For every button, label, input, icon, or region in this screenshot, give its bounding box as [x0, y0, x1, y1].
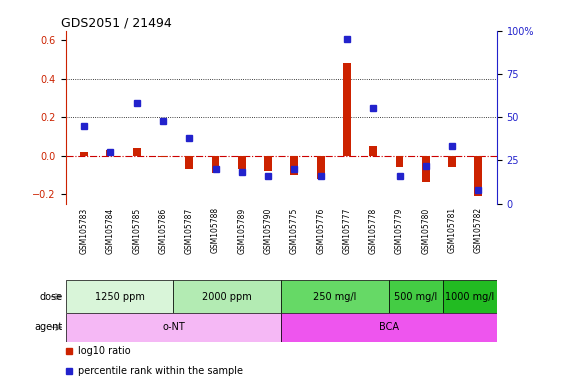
- Text: GSM105776: GSM105776: [316, 207, 325, 254]
- Bar: [106, 150, 114, 156]
- Bar: [291, 156, 298, 175]
- Bar: [80, 152, 88, 156]
- Bar: [448, 156, 456, 167]
- Text: 1250 ppm: 1250 ppm: [95, 291, 144, 302]
- Text: GSM105782: GSM105782: [474, 207, 483, 253]
- Text: GSM105783: GSM105783: [79, 207, 89, 253]
- Text: GSM105779: GSM105779: [395, 207, 404, 254]
- Text: agent: agent: [35, 322, 63, 333]
- Text: log10 ratio: log10 ratio: [78, 346, 131, 356]
- Bar: [369, 146, 377, 156]
- Bar: [475, 156, 482, 196]
- Bar: [264, 156, 272, 171]
- Text: GSM105785: GSM105785: [132, 207, 141, 253]
- Text: dose: dose: [40, 291, 63, 302]
- Bar: [343, 63, 351, 156]
- Bar: [159, 156, 167, 157]
- Bar: [66, 313, 281, 342]
- Bar: [212, 156, 219, 173]
- Bar: [66, 280, 174, 313]
- Bar: [281, 280, 389, 313]
- Text: GSM105790: GSM105790: [264, 207, 272, 254]
- Text: percentile rank within the sample: percentile rank within the sample: [78, 366, 243, 376]
- Text: GSM105788: GSM105788: [211, 207, 220, 253]
- Text: GSM105780: GSM105780: [421, 207, 431, 253]
- Bar: [443, 280, 497, 313]
- Bar: [174, 280, 281, 313]
- Text: 250 mg/l: 250 mg/l: [313, 291, 357, 302]
- Text: GSM105781: GSM105781: [448, 207, 457, 253]
- Bar: [238, 156, 246, 169]
- Bar: [281, 313, 497, 342]
- Text: GSM105784: GSM105784: [106, 207, 115, 253]
- Bar: [396, 156, 404, 167]
- Text: GSM105778: GSM105778: [369, 207, 378, 253]
- Bar: [422, 156, 430, 182]
- Text: 500 mg/l: 500 mg/l: [395, 291, 437, 302]
- Text: BCA: BCA: [379, 322, 399, 333]
- Bar: [317, 156, 324, 179]
- Text: GSM105775: GSM105775: [290, 207, 299, 254]
- Text: GSM105789: GSM105789: [238, 207, 246, 253]
- Bar: [132, 148, 140, 156]
- Text: 2000 ppm: 2000 ppm: [203, 291, 252, 302]
- Text: GDS2051 / 21494: GDS2051 / 21494: [61, 17, 172, 30]
- Bar: [389, 280, 443, 313]
- Text: GSM105777: GSM105777: [343, 207, 351, 254]
- Text: GSM105787: GSM105787: [184, 207, 194, 253]
- Text: 1000 mg/l: 1000 mg/l: [445, 291, 494, 302]
- Bar: [185, 156, 193, 169]
- Text: o-NT: o-NT: [162, 322, 185, 333]
- Text: GSM105786: GSM105786: [158, 207, 167, 253]
